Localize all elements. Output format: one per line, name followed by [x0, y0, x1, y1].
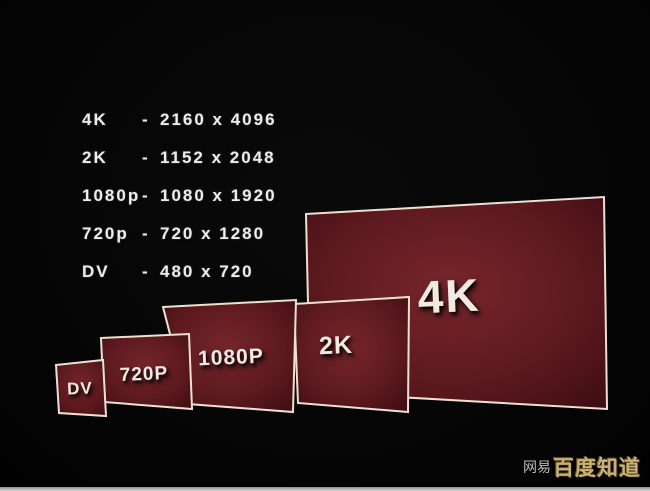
- watermark-site-label: 网易: [523, 459, 551, 475]
- legend-label: 2K: [82, 148, 108, 167]
- legend-row-2k: 2K - 1152 x 2048: [82, 149, 277, 167]
- legend-label: 4K: [82, 110, 108, 129]
- watermark: 网易 百度知道: [523, 452, 641, 482]
- bottom-edge-strip: [0, 487, 650, 491]
- legend-value: 1080 x 1920: [160, 186, 277, 205]
- legend-label: 720p: [82, 224, 129, 243]
- legend-value: 1152 x 2048: [160, 148, 276, 167]
- legend-label: DV: [82, 262, 110, 281]
- legend-label: 1080p: [82, 186, 141, 205]
- screen-label-2k: 2K: [318, 330, 354, 361]
- legend-dash: -: [142, 186, 148, 205]
- watermark-brand-label: 百度知道: [553, 457, 641, 480]
- legend-dash: -: [142, 110, 148, 129]
- screen-label-720p: 720P: [119, 362, 169, 387]
- legend-dash: -: [142, 224, 148, 243]
- screen-dv-shape: [54, 358, 108, 418]
- screen-label-4k: 4K: [416, 268, 482, 324]
- legend-row-720p: 720p - 720 x 1280: [82, 225, 277, 243]
- screen-label-1080p: 1080P: [197, 344, 265, 371]
- legend-row-dv: DV - 480 x 720: [82, 263, 277, 281]
- legend-value: 2160 x 4096: [160, 110, 277, 129]
- legend-row-4k: 4K - 2160 x 4096: [82, 111, 277, 129]
- legend-row-1080p: 1080p - 1080 x 1920: [82, 187, 277, 205]
- legend-dash: -: [142, 148, 148, 167]
- resolution-legend: 4K - 2160 x 4096 2K - 1152 x 2048 1080p …: [82, 111, 277, 281]
- screen-label-dv: DV: [66, 378, 94, 399]
- legend-value: 720 x 1280: [160, 224, 266, 243]
- screen-2k-shape: [292, 295, 411, 414]
- legend-dash: -: [142, 262, 148, 281]
- legend-value: 480 x 720: [160, 262, 254, 281]
